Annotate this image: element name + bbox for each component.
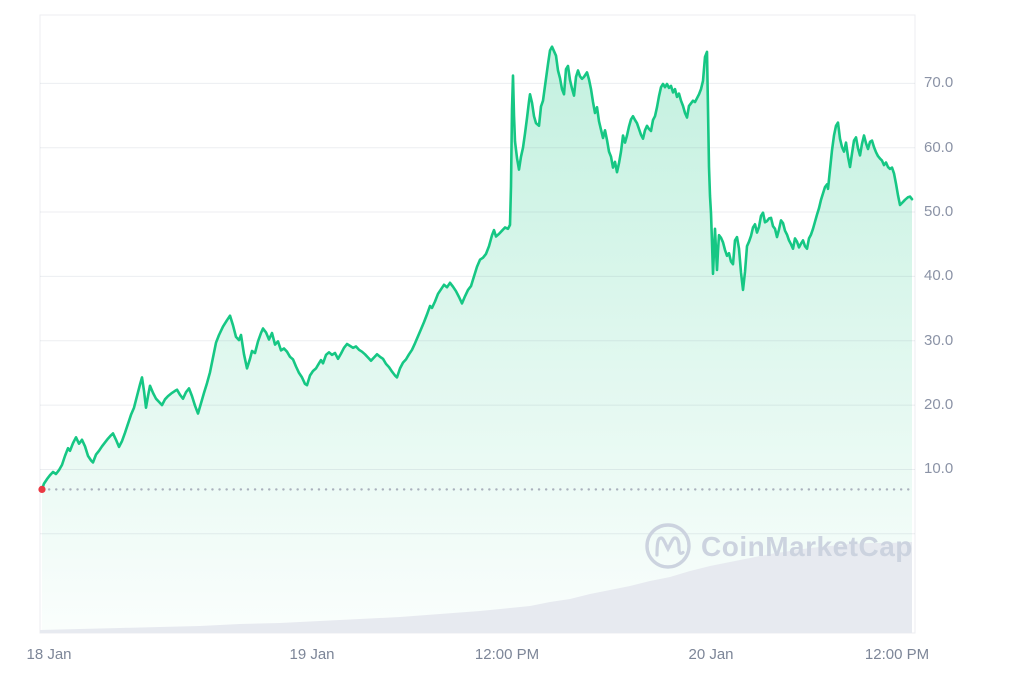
y-axis-label: 40.0 [924, 267, 954, 285]
coinmarketcap-logo-m [655, 536, 685, 557]
volume-area [40, 542, 912, 633]
gridlines [39, 14, 916, 634]
x-axis-label: 12:00 PM [474, 646, 540, 663]
watermark-text: CoinMarketCap [701, 531, 913, 562]
coinmarketcap-watermark: CoinMarketCap [645, 523, 913, 569]
start-price-marker [38, 485, 46, 493]
price-area-fill [42, 46, 912, 633]
y-axis-label: 30.0 [924, 331, 954, 349]
y-axis-label: 50.0 [924, 203, 954, 221]
x-axis-label: 19 Jan [289, 646, 335, 663]
y-axis-label: 10.0 [924, 460, 954, 478]
y-axis-label: 70.0 [924, 74, 954, 92]
price-line [40, 45, 914, 491]
y-axis-label: 20.0 [924, 396, 954, 414]
x-axis-label: 20 Jan [688, 646, 734, 663]
coinmarketcap-logo-icon [645, 523, 691, 569]
y-axis-label: 60.0 [924, 138, 954, 156]
x-axis-label: 12:00 PM [864, 646, 930, 663]
x-axis-label: 18 Jan [26, 646, 72, 663]
